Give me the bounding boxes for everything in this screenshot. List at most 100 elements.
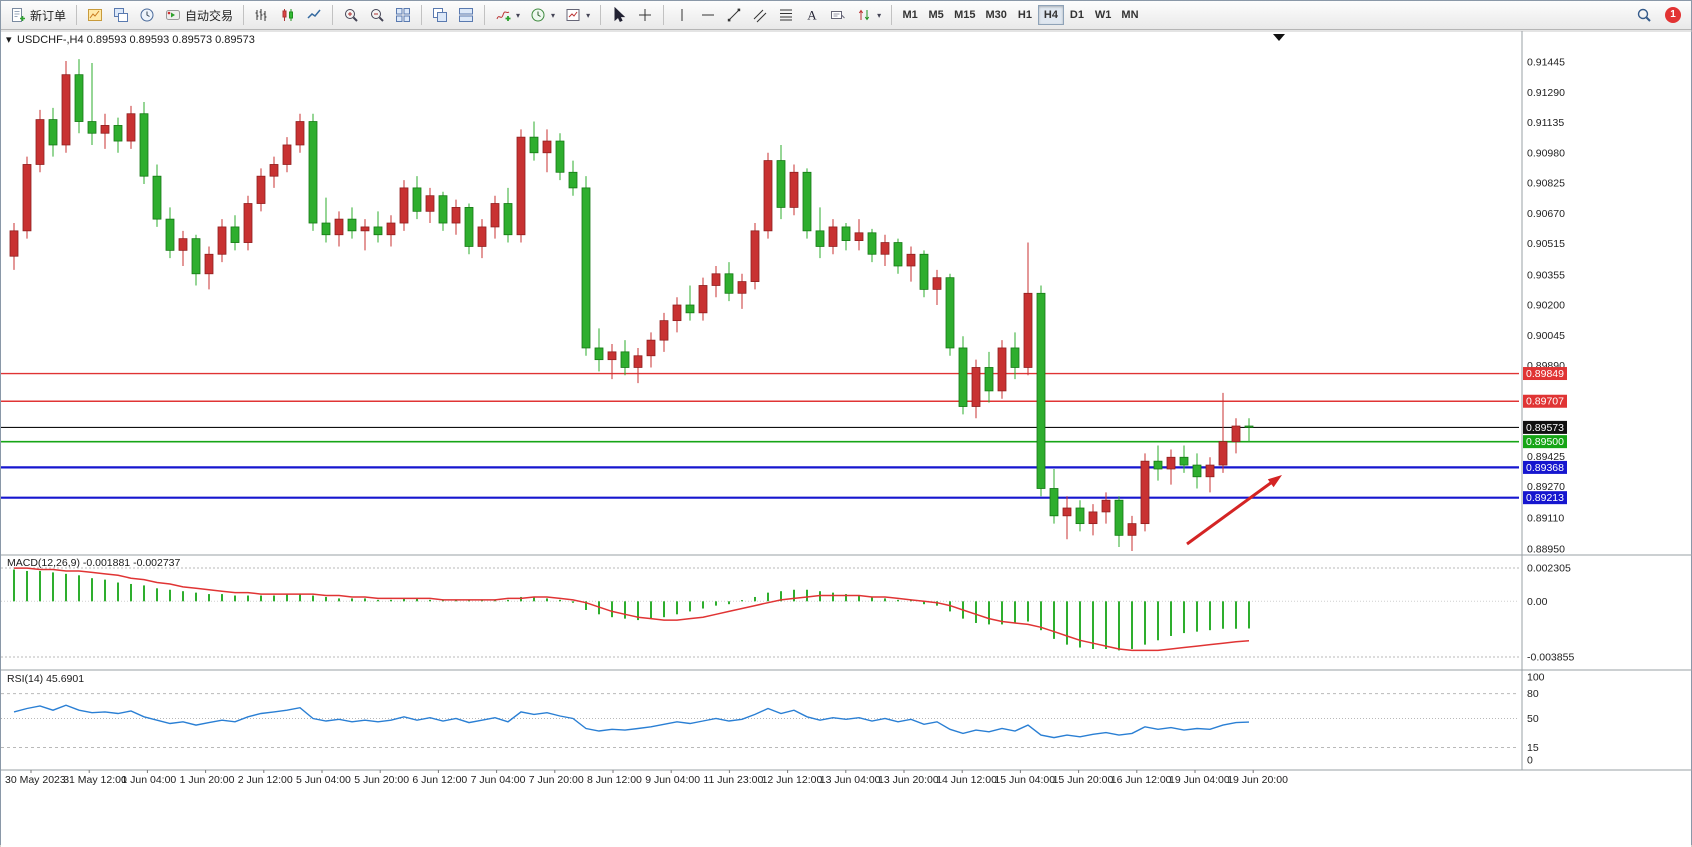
svg-text:0.89707: 0.89707 <box>1526 396 1564 408</box>
svg-text:13 Jun 04:00: 13 Jun 04:00 <box>820 774 881 786</box>
svg-text:0.91290: 0.91290 <box>1527 87 1565 99</box>
svg-text:0.90515: 0.90515 <box>1527 238 1565 250</box>
svg-text:16 Jun 12:00: 16 Jun 12:00 <box>1111 774 1172 786</box>
tile-windows-button[interactable] <box>390 3 416 27</box>
horizontal-lines[interactable] <box>1 372 1519 499</box>
bar-chart-icon <box>255 9 267 21</box>
trend-arrow[interactable] <box>1186 475 1282 546</box>
indicators-button[interactable]: ▾ <box>490 3 525 27</box>
tab-h1[interactable]: H1 <box>1012 5 1038 25</box>
svg-text:14 Jun 12:00: 14 Jun 12:00 <box>936 774 997 786</box>
toolbar: 新订单 自动交易 <box>1 1 1691 30</box>
svg-text:0.90200: 0.90200 <box>1527 300 1565 312</box>
chart-canvas[interactable]: ▾ USDCHF-,H4 0.89593 0.89593 0.89573 0.8… <box>1 30 1692 847</box>
tab-h4[interactable]: H4 <box>1037 5 1064 25</box>
toolbar-separator <box>76 5 78 25</box>
notification-badge[interactable]: 1 <box>1665 7 1681 23</box>
autotrading-button[interactable]: 自动交易 <box>160 3 238 27</box>
zoom-out-button[interactable] <box>364 3 390 27</box>
svg-text:0.88950: 0.88950 <box>1527 544 1565 556</box>
templates-button[interactable]: ▾ <box>560 3 595 27</box>
tab-m1[interactable]: M1 <box>897 5 923 25</box>
periods-button[interactable]: ▾ <box>525 3 560 27</box>
search-icon <box>1637 8 1651 22</box>
svg-text:0.89849: 0.89849 <box>1526 368 1564 380</box>
svg-text:0.89270: 0.89270 <box>1527 481 1565 493</box>
search-button[interactable] <box>1631 3 1657 27</box>
svg-text:0.89110: 0.89110 <box>1527 512 1564 524</box>
svg-text:0.00: 0.00 <box>1527 596 1548 608</box>
new-order-button[interactable]: 新订单 <box>5 3 71 27</box>
zoom-in-button[interactable] <box>338 3 364 27</box>
toolbar-separator <box>421 5 423 25</box>
dropdown-caret[interactable]: ▾ <box>586 10 591 20</box>
chart-shift-marker[interactable] <box>1273 34 1285 41</box>
svg-text:15: 15 <box>1527 742 1539 754</box>
macd-signal-line <box>14 567 1250 652</box>
fibonacci-button[interactable] <box>773 3 799 27</box>
svg-text:5 Jun 20:00: 5 Jun 20:00 <box>354 774 409 786</box>
new-chart-button[interactable] <box>82 3 108 27</box>
svg-text:1 Jun 04:00: 1 Jun 04:00 <box>121 774 176 786</box>
crosshair-button[interactable] <box>632 3 658 27</box>
toolbar-separator <box>484 5 486 25</box>
profiles-button[interactable] <box>108 3 134 27</box>
svg-text:0: 0 <box>1527 755 1533 767</box>
periods-clock-icon <box>531 8 545 22</box>
macd-label: MACD(12,26,9) -0.001881 -0.002737 <box>7 557 181 569</box>
chart-candles-button[interactable] <box>275 3 301 27</box>
dropdown-caret[interactable]: ▾ <box>516 10 521 20</box>
trendline-button[interactable] <box>721 3 747 27</box>
tab-w1[interactable]: W1 <box>1090 5 1117 25</box>
svg-text:15 Jun 04:00: 15 Jun 04:00 <box>994 774 1055 786</box>
text-label-button[interactable] <box>825 3 851 27</box>
svg-text:19 Jun 04:00: 19 Jun 04:00 <box>1169 774 1230 786</box>
chart-symbol-label: USDCHF-,H4 0.89593 0.89593 0.89573 0.895… <box>17 34 255 46</box>
price-axis-boxes: 0.89849 0.89707 0.89573 0.89500 0.89368 0.892… <box>1523 367 1567 505</box>
cascade-windows-button[interactable] <box>427 3 453 27</box>
tab-m5[interactable]: M5 <box>923 5 949 25</box>
tab-mn[interactable]: MN <box>1116 5 1143 25</box>
price-axis[interactable]: 0.91445 0.91290 0.91135 0.90980 0.90825 0.906… <box>1527 57 1574 767</box>
arrows-button[interactable]: ▾ <box>851 3 886 27</box>
tab-d1[interactable]: D1 <box>1064 5 1090 25</box>
svg-text:6 Jun 12:00: 6 Jun 12:00 <box>412 774 467 786</box>
svg-text:7 Jun 20:00: 7 Jun 20:00 <box>529 774 584 786</box>
svg-text:9 Jun 04:00: 9 Jun 04:00 <box>645 774 700 786</box>
tab-m30[interactable]: M30 <box>981 5 1012 25</box>
toolbar-separator <box>891 5 893 25</box>
channel-button[interactable] <box>747 3 773 27</box>
tab-m15[interactable]: M15 <box>949 5 980 25</box>
dropdown-caret[interactable]: ▾ <box>551 10 556 20</box>
svg-text:50: 50 <box>1527 713 1539 725</box>
chart-line-button[interactable] <box>301 3 327 27</box>
tile-horizontal-icon <box>459 8 474 22</box>
tile-horizontal-button[interactable] <box>453 3 479 27</box>
chart-bars-button[interactable] <box>249 3 275 27</box>
svg-text:12 Jun 12:00: 12 Jun 12:00 <box>762 774 823 786</box>
cursor-button[interactable] <box>606 3 632 27</box>
chart-frame <box>1 30 1692 771</box>
toolbar-separator <box>332 5 334 25</box>
toolbar-separator <box>243 5 245 25</box>
svg-text:0.89425: 0.89425 <box>1527 451 1565 463</box>
horizontal-line-button[interactable] <box>695 3 721 27</box>
svg-text:100: 100 <box>1527 672 1545 684</box>
svg-text:-0.003855: -0.003855 <box>1527 652 1574 664</box>
svg-text:0.89573: 0.89573 <box>1526 422 1564 434</box>
candlestick-icon <box>282 9 294 21</box>
text-icon: A <box>807 8 817 23</box>
vertical-line-icon <box>681 9 683 21</box>
dropdown-caret[interactable]: ▾ <box>877 10 882 20</box>
text-label-icon <box>831 11 845 19</box>
cursor-icon <box>614 7 626 22</box>
text-button[interactable]: A <box>799 3 825 27</box>
cascade-windows-icon <box>433 8 448 22</box>
rsi-label: RSI(14) 45.6901 <box>7 673 84 685</box>
svg-text:13 Jun 20:00: 13 Jun 20:00 <box>878 774 939 786</box>
svg-text:0.90825: 0.90825 <box>1527 178 1565 190</box>
terminal-button[interactable] <box>134 3 160 27</box>
vertical-line-button[interactable] <box>669 3 695 27</box>
chart-collapse-icon[interactable]: ▾ <box>6 34 12 46</box>
